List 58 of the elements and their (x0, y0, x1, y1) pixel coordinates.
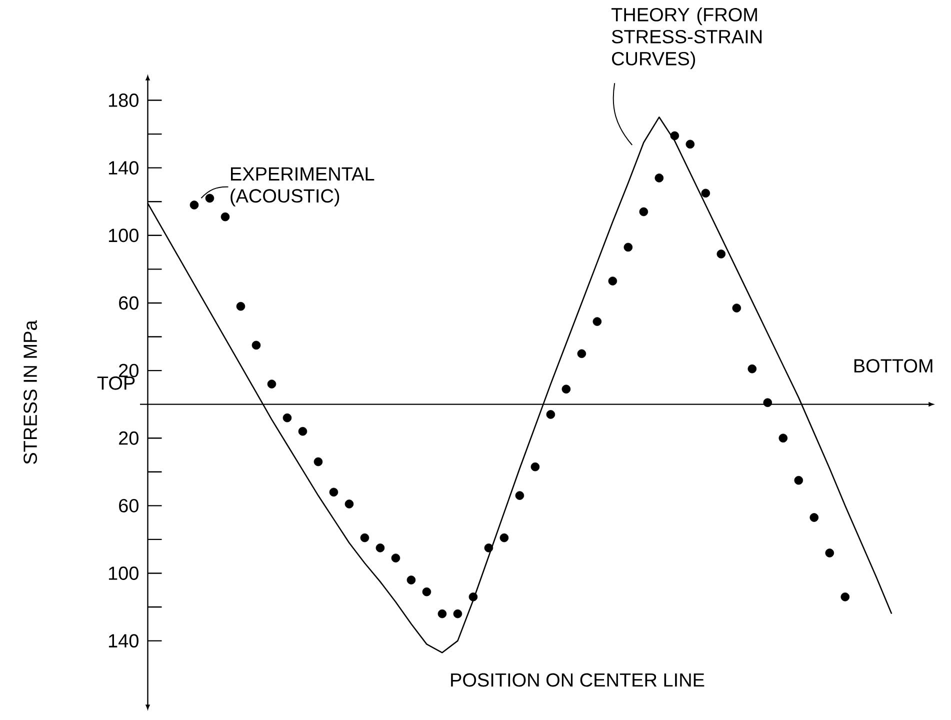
point (546, 410, 556, 419)
point (438, 609, 447, 618)
point (562, 384, 571, 394)
y-tick-label: 140 (108, 161, 138, 175)
point (344, 500, 354, 508)
point (732, 304, 742, 312)
x-axis-title: POSITION ON CENTER LINE (451, 673, 704, 687)
point (577, 349, 586, 358)
point (236, 302, 246, 311)
point (484, 544, 494, 552)
point (530, 462, 540, 472)
point (282, 413, 292, 422)
text: THEORY (FROM STRESS-STRAIN CURVES) (611, 7, 762, 70)
point (391, 554, 400, 562)
point (794, 476, 804, 485)
point (608, 276, 618, 286)
point (205, 194, 214, 203)
annotation: BOTTOM (854, 359, 932, 373)
point (500, 533, 509, 542)
y-tick-label: 100 (108, 228, 138, 242)
point (220, 212, 230, 222)
text: TOP (97, 376, 135, 390)
point (592, 317, 602, 326)
y-axis-title: STRESS IN MPa (24, 320, 38, 464)
point (748, 364, 757, 374)
point (252, 340, 261, 350)
point (624, 242, 633, 252)
annotation: EXPERIMENTAL (ACOUSTIC) (230, 167, 374, 206)
point (670, 131, 680, 140)
point (422, 587, 432, 596)
point (190, 200, 199, 210)
point (329, 488, 338, 497)
point (716, 250, 726, 258)
point (639, 207, 648, 216)
y-tick-label: 20 (119, 364, 138, 378)
point (763, 398, 772, 408)
y-tick-label: 60 (119, 498, 138, 512)
point (406, 576, 416, 584)
point (810, 513, 819, 522)
y-tick-label: 20 (119, 431, 138, 445)
y-tick-label: 180 (108, 94, 138, 107)
point (314, 457, 323, 466)
y-tick-label: 100 (108, 566, 138, 580)
point (376, 544, 385, 552)
y-tick-label: 60 (119, 296, 138, 310)
point (840, 592, 850, 602)
point (298, 426, 308, 436)
point (654, 174, 664, 182)
point (468, 592, 478, 602)
point (686, 140, 695, 149)
y-tick-label: 140 (108, 634, 138, 648)
point (778, 434, 788, 443)
point (515, 491, 524, 500)
point (453, 609, 462, 618)
point (360, 533, 370, 542)
point (825, 548, 834, 558)
point (701, 188, 710, 198)
point (267, 380, 276, 388)
